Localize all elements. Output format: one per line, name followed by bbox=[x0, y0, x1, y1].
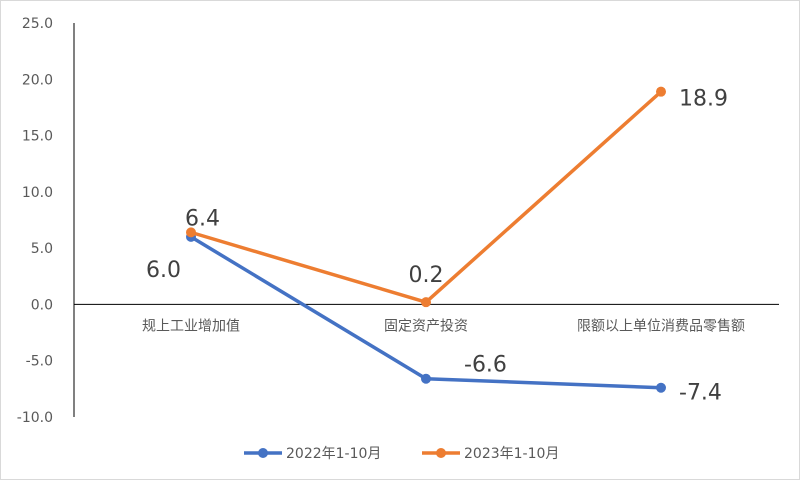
y-tick-label: -10.0 bbox=[17, 410, 53, 426]
legend-entry: 2023年1-10月 bbox=[422, 446, 559, 462]
data-label: 6.0 bbox=[146, 258, 181, 283]
legend-entry: 2022年1-10月 bbox=[244, 446, 381, 462]
legend-label: 2023年1-10月 bbox=[464, 446, 559, 462]
data-label: -6.6 bbox=[464, 353, 507, 378]
data-point bbox=[421, 297, 431, 308]
series-line bbox=[189, 235, 663, 390]
x-axis: 规上工业增加值 固定资产投资 限额以上单位消费品零售额 bbox=[74, 303, 779, 334]
legend-label: 2022年1-10月 bbox=[286, 446, 381, 462]
y-tick-label: 20.0 bbox=[22, 72, 53, 88]
legend-swatch-marker bbox=[258, 448, 268, 458]
data-label: 0.2 bbox=[409, 263, 444, 288]
y-tick-label: 5.0 bbox=[31, 241, 53, 257]
data-point bbox=[656, 86, 666, 97]
x-category-label: 限额以上单位消费品零售额 bbox=[577, 318, 745, 334]
y-tick-label: 15.0 bbox=[22, 129, 53, 145]
data-point bbox=[421, 373, 431, 384]
data-label: 18.9 bbox=[679, 87, 728, 112]
y-tick-label: 10.0 bbox=[22, 185, 53, 201]
y-tick-label: 0.0 bbox=[31, 297, 53, 313]
y-axis: 25.0 20.0 15.0 10.0 5.0 0.0 -5.0 -10.0 bbox=[17, 16, 75, 426]
y-tick-label: 25.0 bbox=[22, 16, 53, 32]
legend: 2022年1-10月 2023年1-10月 bbox=[244, 446, 559, 462]
data-labels: 6.0 -6.6 -7.4 6.4 0.2 18.9 bbox=[146, 87, 728, 406]
legend-swatch-marker bbox=[436, 448, 446, 458]
data-label: -7.4 bbox=[679, 381, 722, 406]
data-label: 6.4 bbox=[185, 206, 220, 231]
x-category-label: 固定资产投资 bbox=[384, 318, 468, 334]
data-point bbox=[186, 227, 196, 238]
series-layer bbox=[186, 86, 666, 393]
data-point bbox=[656, 382, 666, 393]
y-tick-label: -5.0 bbox=[26, 354, 53, 370]
x-category-label: 规上工业增加值 bbox=[142, 318, 240, 334]
